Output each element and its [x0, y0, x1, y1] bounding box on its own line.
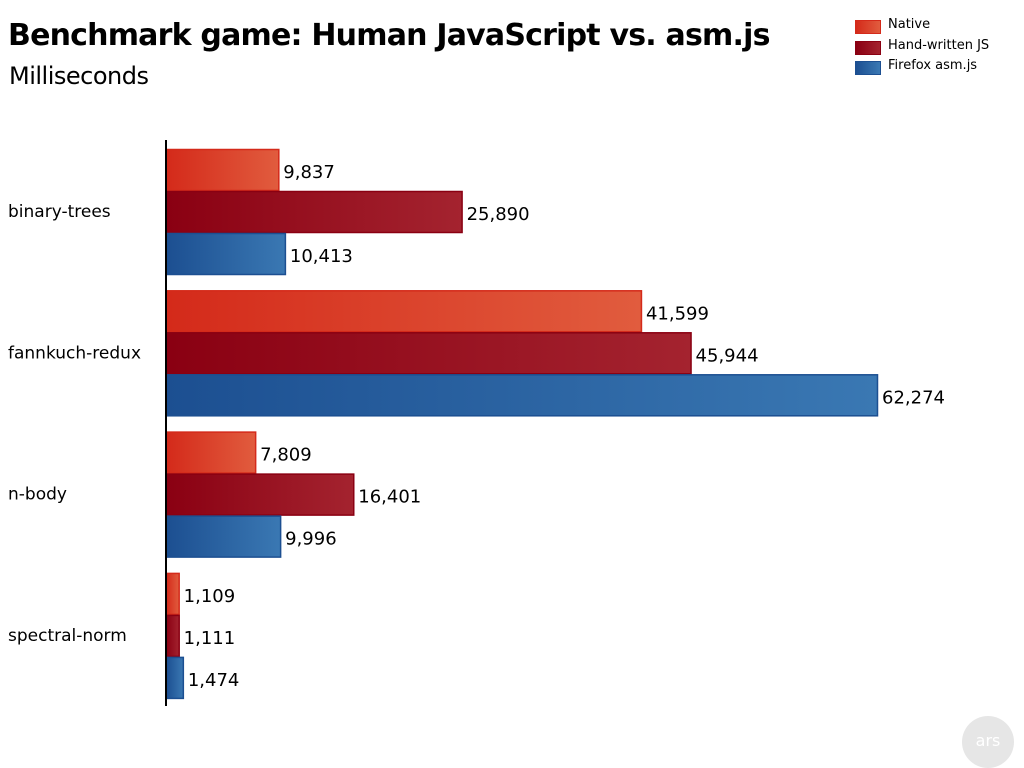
legend-label-native: Native	[888, 17, 931, 32]
bar-2-0	[165, 232, 287, 276]
data-label: 16,401	[358, 487, 421, 508]
bar-2-1	[165, 374, 879, 417]
data-label: 9,996	[285, 529, 337, 550]
ars-logo-text: ars	[975, 731, 1001, 750]
legend-label-hand-written-js: Hand-written JS	[888, 38, 990, 53]
data-label: 10,413	[290, 246, 353, 267]
legend-swatch-native	[855, 20, 881, 34]
legend-label-firefox-asmjs: Firefox asm.js	[888, 58, 978, 73]
category-label: fannkuch-redux	[8, 343, 141, 363]
bar-0-2	[165, 431, 257, 474]
chart-title: Benchmark game: Human JavaScript vs. asm…	[8, 18, 770, 53]
bar-2-3	[165, 656, 185, 700]
data-label: 62,274	[882, 387, 945, 408]
data-label: 1,474	[188, 670, 240, 691]
category-label: spectral-norm	[8, 626, 127, 646]
data-label: 45,944	[696, 345, 759, 366]
ars-logo: ars	[962, 716, 1014, 768]
data-label: 7,809	[260, 445, 312, 466]
chart-subtitle: Milliseconds	[9, 62, 149, 90]
bar-2-2	[165, 515, 282, 558]
category-label: n-body	[8, 485, 67, 505]
bar-1-0	[165, 190, 463, 234]
legend-swatch-hand-written-js	[855, 41, 881, 55]
bar-1-3	[165, 614, 180, 658]
bar-1-2	[165, 473, 355, 516]
bar-0-1	[165, 290, 643, 333]
data-label: 1,111	[184, 628, 236, 649]
data-label: 1,109	[184, 586, 236, 607]
bar-0-3	[165, 572, 180, 616]
data-label: 41,599	[646, 303, 709, 324]
bar-0-0	[165, 148, 280, 192]
legend-swatch-firefox-asmjs	[855, 61, 881, 75]
bar-1-1	[165, 332, 692, 375]
data-label: 9,837	[283, 162, 335, 183]
category-label: binary-trees	[8, 202, 111, 222]
data-label: 25,890	[467, 204, 530, 225]
